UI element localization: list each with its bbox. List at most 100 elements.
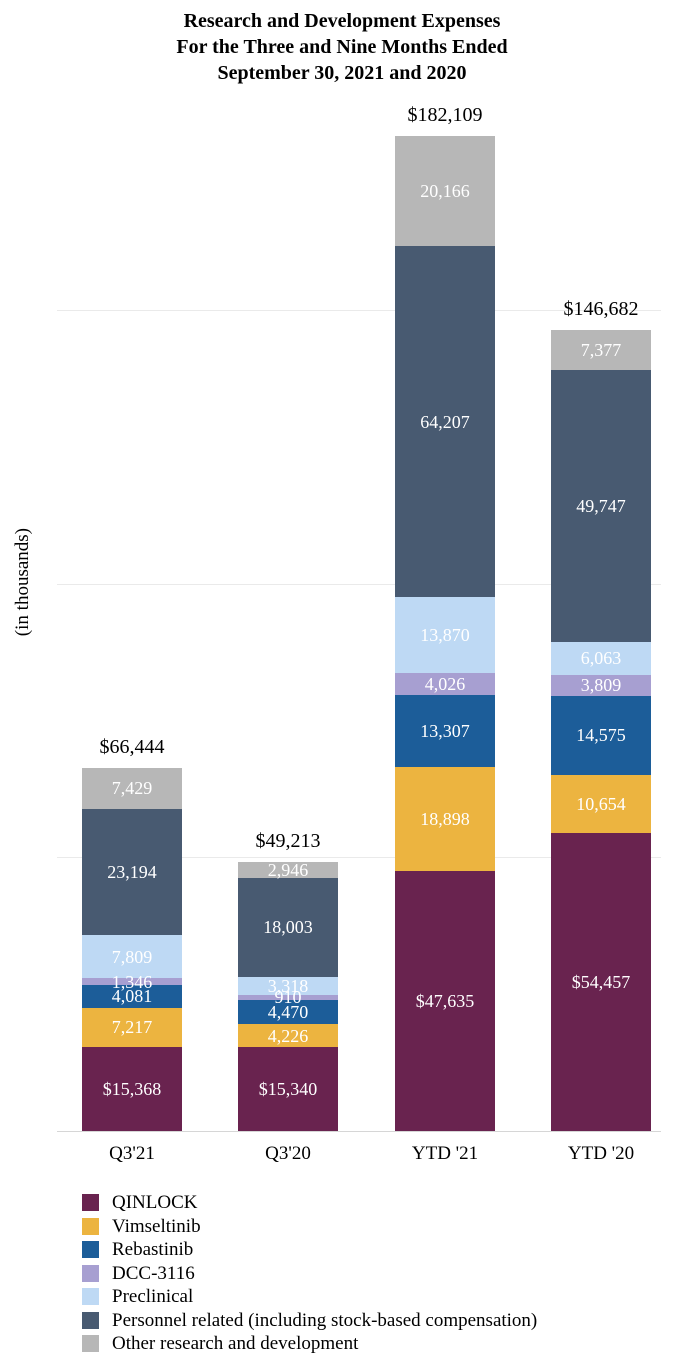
segment-value-label: 14,575 <box>576 725 626 746</box>
segment-value-label: 49,747 <box>576 495 626 516</box>
x-axis-tick-label: Q3'21 <box>109 1143 155 1164</box>
x-axis-tick-label: YTD '21 <box>411 1143 479 1164</box>
segment-value-label: $54,457 <box>571 972 631 993</box>
segment-value-label: 7,217 <box>111 1017 153 1038</box>
legend-label: DCC-3116 <box>112 1262 195 1284</box>
legend-item: Vimseltinib <box>82 1217 537 1236</box>
segment-value-label: 18,003 <box>263 917 313 938</box>
segment-value-label: 910 <box>274 987 302 1008</box>
legend-swatch <box>82 1311 99 1329</box>
legend-item: DCC-3116 <box>82 1264 537 1283</box>
segment-value-label: 3,318 <box>267 975 309 996</box>
stacked-bar-q3-20: $15,340 4,226 4,470 910 3,318 18,003 2,946 $49,… <box>238 830 338 1131</box>
legend-swatch <box>82 1264 99 1282</box>
legend-item: QINLOCK <box>82 1193 537 1212</box>
bar-segment: 18,898 <box>395 767 495 871</box>
segment-value-label: 13,870 <box>420 624 470 645</box>
bar-segment: 2,946 <box>238 860 338 881</box>
bar-total-label: $49,213 <box>255 830 321 853</box>
bar-segment: 7,377 <box>551 329 651 370</box>
segment-value-label: 64,207 <box>420 411 470 432</box>
bar-segment: 14,575 <box>551 695 651 776</box>
legend-item: Rebastinib <box>82 1240 537 1259</box>
bar-segment: $15,368 <box>82 1047 182 1131</box>
bar-segment: 18,003 <box>238 878 338 977</box>
bar-segment: $54,457 <box>551 833 651 1131</box>
segment-value-label: 3,809 <box>580 675 622 696</box>
segment-value-label: $15,368 <box>102 1079 162 1100</box>
bar-segment: 23,194 <box>82 808 182 936</box>
bar-segment: 20,166 <box>395 136 495 247</box>
legend-swatch <box>82 1241 99 1258</box>
gridline <box>57 310 661 312</box>
legend-label: Rebastinib <box>112 1239 194 1260</box>
legend-swatch <box>82 1288 99 1305</box>
legend-label: Other research and development <box>112 1333 359 1354</box>
segment-value-label: 6,063 <box>580 648 622 669</box>
bar-segment: 3,318 <box>238 975 338 996</box>
segment-value-label: 18,898 <box>420 809 470 830</box>
segment-value-label: 7,377 <box>580 339 622 360</box>
bar-segment: 4,470 <box>238 999 338 1025</box>
legend-swatch <box>82 1217 99 1235</box>
bar-segment: 10,654 <box>551 775 651 834</box>
bar-segment: 7,217 <box>82 1007 182 1048</box>
segment-value-label: 20,166 <box>420 181 470 202</box>
legend: QINLOCK Vimseltinib Rebastinib DCC-3116 Prec… <box>82 1193 537 1353</box>
legend-label: Preclinical <box>112 1286 194 1307</box>
segment-value-label: 1,346 <box>111 971 153 992</box>
y-axis-label: (in thousands) <box>12 528 33 637</box>
segment-value-label: 4,081 <box>111 986 153 1007</box>
segment-value-label: 4,470 <box>267 1001 309 1022</box>
stacked-bar-ytd-20: $54,457 10,654 14,575 3,809 6,063 49,747 7,377… <box>551 298 651 1131</box>
bar-segment: 4,081 <box>82 985 182 1008</box>
stacked-bar-ytd-21: $47,635 18,898 13,307 4,026 13,870 64,207 20,1… <box>395 104 495 1131</box>
segment-value-label: 23,194 <box>107 861 157 882</box>
legend-item: Personnel related (including stock-based… <box>82 1311 537 1330</box>
bar-segment: 1,346 <box>82 973 182 991</box>
segment-value-label: 4,026 <box>424 673 466 694</box>
gridline <box>57 856 661 858</box>
bar-segment: 7,429 <box>82 768 182 809</box>
bar-segment: 6,063 <box>551 641 651 675</box>
x-axis-tick-label: Q3'20 <box>265 1143 311 1164</box>
bar-total-label: $146,682 <box>563 297 639 320</box>
bar-total-label: $66,444 <box>99 735 165 758</box>
bar-segment: 7,809 <box>82 935 182 978</box>
segment-value-label: $15,340 <box>258 1079 318 1100</box>
bar-segment: $15,340 <box>238 1047 338 1131</box>
legend-item: Preclinical <box>82 1287 537 1306</box>
gridline <box>57 583 661 585</box>
bar-segment: 64,207 <box>395 246 495 598</box>
bar-segment: $47,635 <box>395 870 495 1131</box>
x-axis-tick-label: YTD '20 <box>567 1143 635 1164</box>
plot-area: $15,368 7,217 4,081 1,346 7,809 23,194 7,429 $6… <box>57 100 661 1164</box>
legend-label: Personnel related (including stock-based… <box>112 1309 538 1331</box>
bar-total-label: $182,109 <box>407 104 483 126</box>
legend-swatch <box>82 1194 99 1211</box>
chart-title-line3: September 30, 2021 and 2020 <box>217 62 467 84</box>
segment-value-label: 2,946 <box>267 860 309 881</box>
bar-segment: 13,307 <box>395 694 495 768</box>
bar-segment: 4,026 <box>395 672 495 695</box>
segment-value-label: 7,809 <box>111 946 153 967</box>
legend-label: Vimseltinib <box>112 1215 201 1237</box>
bar-segment: 910 <box>238 988 338 1006</box>
bar-segment: 4,226 <box>238 1024 338 1048</box>
bar-segment: 49,747 <box>551 369 651 642</box>
segment-value-label: 4,226 <box>267 1025 309 1046</box>
bar-segment: 13,870 <box>395 597 495 673</box>
legend-label: QINLOCK <box>112 1192 198 1213</box>
legend-item: Other research and development <box>82 1334 537 1353</box>
chart-title-line2: For the Three and Nine Months Ended <box>176 36 508 58</box>
stacked-bar-q3-21: $15,368 7,217 4,081 1,346 7,809 23,194 7,429 $6… <box>82 736 182 1131</box>
legend-swatch <box>82 1335 99 1352</box>
chart-title: Research and Development Expenses For th… <box>0 8 684 86</box>
segment-value-label: 10,654 <box>576 794 626 815</box>
chart-title-line1: Research and Development Expenses <box>183 10 501 32</box>
segment-value-label: 7,429 <box>111 778 153 799</box>
bar-segment: 3,809 <box>551 674 651 696</box>
segment-value-label: 13,307 <box>420 721 470 742</box>
segment-value-label: $47,635 <box>415 990 475 1011</box>
